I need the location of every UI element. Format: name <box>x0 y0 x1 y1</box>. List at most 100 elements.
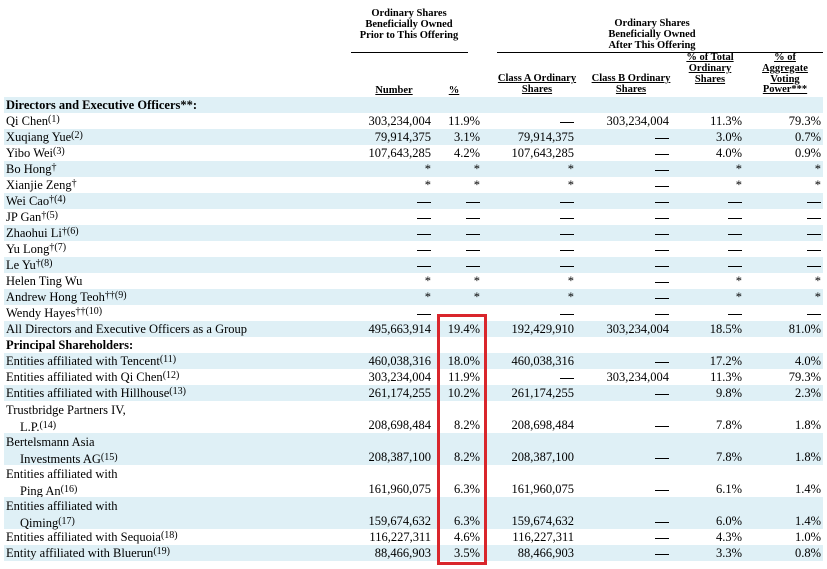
dash-mark <box>807 265 821 267</box>
table-row: Entity affiliated with Bluerun(19) 88,466… <box>4 545 823 561</box>
pct-total-cell: * <box>735 274 742 288</box>
holder-name-line1: Entities affiliated with <box>6 467 118 481</box>
dash-mark <box>655 553 669 555</box>
class-b-cell <box>655 546 669 561</box>
header-pct-total: % of Total Ordinary Shares <box>686 52 734 85</box>
class-b-cell: 303,234,004 <box>606 370 670 384</box>
table-row: Entities affiliated with Tencent(11) 460,… <box>4 353 823 369</box>
pct-cell: * <box>473 178 480 192</box>
holder-name-line2: Ping An <box>20 484 61 498</box>
footnote-ref: (3) <box>53 146 65 157</box>
number-cell: * <box>424 178 431 192</box>
class-a-cell: 116,227,311 <box>512 530 574 544</box>
table-row: Le Yu†(8) <box>4 257 823 273</box>
holder-name-text: Directors and Executive Officers**: <box>6 98 198 112</box>
footnote-ref: ††(9) <box>104 290 127 301</box>
header-after-rule <box>497 52 823 53</box>
class-a-cell: * <box>567 274 574 288</box>
dash-mark <box>728 313 742 315</box>
header-class-b: Class B Ordinary Shares <box>591 73 671 95</box>
class-b-cell <box>655 274 669 289</box>
footnote-ref: (16) <box>60 484 78 495</box>
dash-mark <box>655 297 669 299</box>
holder-name-text: Entities affiliated with Qi Chen <box>6 370 163 384</box>
class-a-cell <box>560 226 574 241</box>
pct-cell <box>466 226 480 241</box>
table-row: Entities affiliated with Qiming(17) 159,67… <box>4 497 823 530</box>
class-a-cell: * <box>567 178 574 192</box>
class-a-cell: * <box>567 290 574 304</box>
pct-total-cell: 11.3% <box>710 370 742 384</box>
class-a-cell: * <box>567 162 574 176</box>
class-a-cell: 208,698,484 <box>511 418 575 432</box>
pct-cell: * <box>473 274 480 288</box>
pct-voting-cell: 0.9% <box>794 146 821 160</box>
table-row: JP Gan†(5) <box>4 209 823 225</box>
dash-mark <box>417 217 431 219</box>
footnote-ref: (11) <box>159 354 177 365</box>
pct-voting-cell: * <box>814 162 821 176</box>
holder-name: Andrew Hong Teoh††(9) <box>6 290 127 305</box>
holder-name: Directors and Executive Officers**: <box>6 98 197 113</box>
holder-name: Bertelsmann Asia Investments AG(15) <box>6 434 118 467</box>
table-row: Entities affiliated with Ping An(16) 161,9… <box>4 465 823 498</box>
pct-voting-cell: 79.3% <box>788 370 821 384</box>
class-b-cell <box>655 418 669 433</box>
number-cell: 107,643,285 <box>368 146 432 160</box>
footnote-ref: (12) <box>162 370 180 381</box>
ownership-table: Directors and Executive Officers**: Qi Ch… <box>4 97 823 561</box>
class-b-cell <box>655 514 669 529</box>
pct-voting-cell <box>807 306 821 321</box>
dash-mark <box>417 201 431 203</box>
holder-name: Xianjie Zeng† <box>6 178 77 193</box>
footnote-ref: (18) <box>160 530 178 541</box>
number-cell: 303,234,004 <box>368 114 432 128</box>
pct-total-cell: 4.0% <box>715 146 742 160</box>
header-pct-voting: % of Aggregate Voting Power*** <box>762 52 808 96</box>
dash-mark <box>655 393 669 395</box>
number-cell: 460,038,316 <box>368 354 432 368</box>
header-prior-rule <box>351 52 468 53</box>
class-b-cell <box>655 242 669 257</box>
dash-mark <box>560 265 574 267</box>
pct-total-cell: 11.3% <box>710 114 742 128</box>
dash-mark <box>466 249 480 251</box>
dash-mark <box>417 249 431 251</box>
footnote-ref: †(4) <box>49 194 66 205</box>
footnote-ref: †(6) <box>61 226 79 237</box>
holder-name: Yu Long†(7) <box>6 242 66 257</box>
table-row: All Directors and Executive Officers as … <box>4 321 823 337</box>
holder-name: Trustbridge Partners IV, L.P.(14) <box>6 402 126 435</box>
pct-voting-cell <box>807 210 821 225</box>
table-row: Bo Hong† * * * * * <box>4 161 823 177</box>
section-header-row: Directors and Executive Officers**: <box>4 97 823 113</box>
holder-name-text: Qi Chen <box>6 114 49 128</box>
pct-total-cell: * <box>735 178 742 192</box>
class-b-cell: 303,234,004 <box>606 114 670 128</box>
class-b-cell: 303,234,004 <box>606 322 670 336</box>
class-a-cell <box>560 194 574 209</box>
dash-mark <box>560 121 574 123</box>
pct-cell: 4.2% <box>453 146 480 160</box>
dash-mark <box>466 233 480 235</box>
number-cell: * <box>424 290 431 304</box>
dash-mark <box>655 185 669 187</box>
holder-name-line2: Qiming <box>20 516 59 530</box>
class-b-cell <box>655 354 669 369</box>
class-b-cell <box>655 306 669 321</box>
pct-total-cell <box>728 306 742 321</box>
pct-total-cell: 7.8% <box>715 418 742 432</box>
pct-cell <box>466 194 480 209</box>
dash-mark <box>728 249 742 251</box>
class-a-cell: 192,429,910 <box>511 322 575 336</box>
pct-total-cell: 7.8% <box>715 450 742 464</box>
pct-total-cell: 6.1% <box>715 482 742 496</box>
holder-name-text: Helen Ting Wu <box>6 274 83 288</box>
dash-mark <box>655 457 669 459</box>
class-a-cell <box>560 306 574 321</box>
dash-mark <box>728 201 742 203</box>
pct-cell: 8.2% <box>453 450 480 464</box>
class-a-cell <box>560 210 574 225</box>
holder-name: Entities affiliated with Sequoia(18) <box>6 530 178 545</box>
header-after-group: Ordinary Shares Beneficially Owned After… <box>608 18 696 51</box>
